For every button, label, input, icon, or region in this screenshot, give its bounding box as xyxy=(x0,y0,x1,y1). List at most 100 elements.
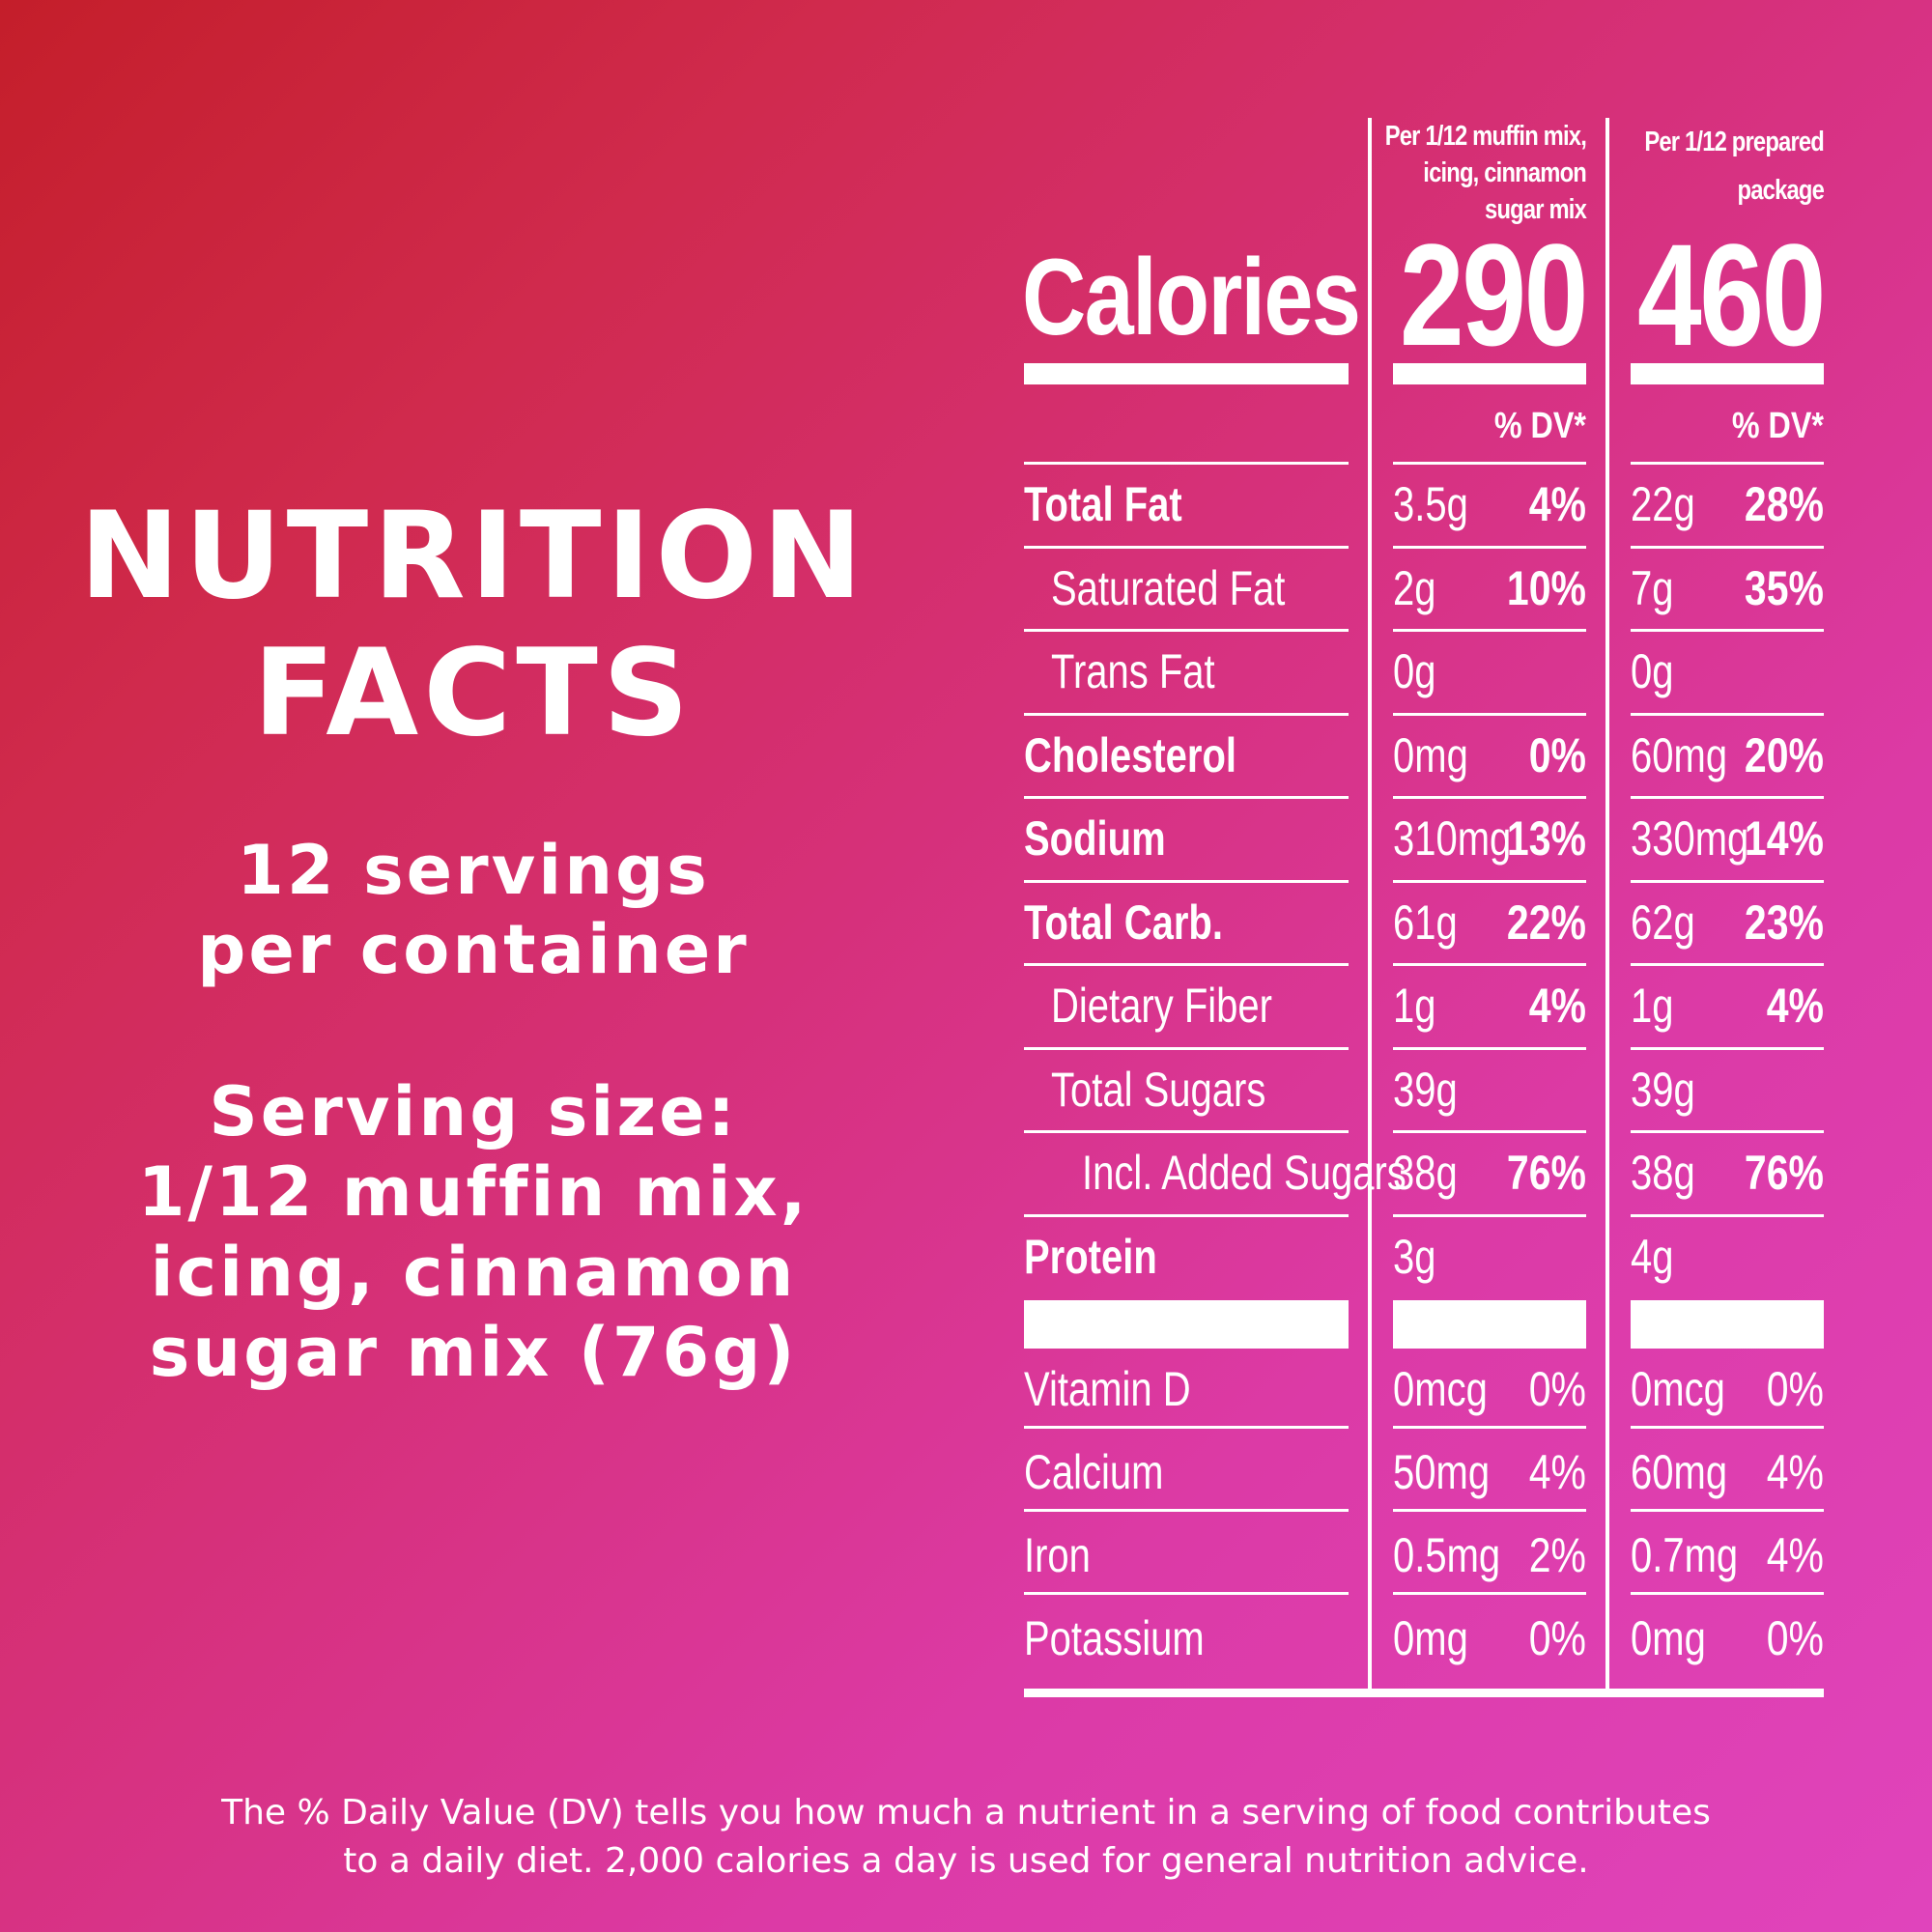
nutrient-label: Total Sugars xyxy=(1051,1062,1266,1117)
row-rule-col2 xyxy=(1631,1046,1824,1050)
row-rule-label xyxy=(1024,712,1349,716)
row-rule-col2 xyxy=(1631,629,1824,632)
nutrient-amount-col1: 2g xyxy=(1393,560,1436,615)
vitamin-rule-label xyxy=(1024,1426,1349,1429)
row-rule-label xyxy=(1024,963,1349,966)
row-rule-col1 xyxy=(1393,1213,1586,1217)
calories-rule-label xyxy=(1024,363,1349,384)
title-line-1: NUTRITION xyxy=(79,487,867,626)
nutrient-amount-col2: 0g xyxy=(1631,644,1674,698)
column-2-header: Per 1/12 prepared package xyxy=(1586,118,1824,214)
vitamin-rule-col2 xyxy=(1631,1592,1824,1595)
serving-line-2: 1/12 muffin mix, xyxy=(137,1152,810,1232)
vitamin-dv-col1: 4% xyxy=(1528,1445,1586,1499)
nutrient-amount-col1: 1g xyxy=(1393,979,1436,1033)
row-rule-col2 xyxy=(1631,879,1824,883)
vitamin-amount-col1: 0.5mg xyxy=(1393,1528,1501,1582)
row-rule-col2 xyxy=(1631,796,1824,799)
nutrient-dv-col2: 76% xyxy=(1744,1146,1824,1200)
nutrient-amount-col2: 39g xyxy=(1631,1062,1695,1117)
vitamin-dv-col1: 2% xyxy=(1528,1528,1586,1582)
vitamin-dv-col1: 0% xyxy=(1528,1362,1586,1416)
row-rule-col1 xyxy=(1393,712,1586,716)
row-rule-col1 xyxy=(1393,796,1586,799)
nutrient-amount-col1: 0mg xyxy=(1393,727,1468,782)
calories-label: Calories xyxy=(1022,237,1361,357)
nutrient-amount-col1: 3g xyxy=(1393,1229,1436,1284)
nutrient-amount-col2: 7g xyxy=(1631,560,1674,615)
nutrient-label: Protein xyxy=(1024,1229,1157,1284)
nutrient-amount-col2: 1g xyxy=(1631,979,1674,1033)
calories-rule-col2 xyxy=(1631,363,1824,384)
table-bottom-rule xyxy=(1024,1689,1824,1697)
nutrient-amount-col1: 310mg xyxy=(1393,811,1512,866)
row-rule-label xyxy=(1024,629,1349,632)
nutrient-amount-col1: 0g xyxy=(1393,644,1436,698)
row-rule-label xyxy=(1024,462,1349,465)
col1-head-line-2: icing, cinnamon xyxy=(1423,157,1587,188)
nutrient-dv-col2: 20% xyxy=(1744,727,1824,782)
servings-line-1: 12 servings xyxy=(237,831,710,910)
servings-per-container: 12 servings per container xyxy=(58,831,889,989)
nutrient-label: Saturated Fat xyxy=(1051,560,1286,615)
row-rule-col1 xyxy=(1393,629,1586,632)
col2-head-line-2: package xyxy=(1737,175,1825,206)
column-divider-2 xyxy=(1605,118,1609,1690)
separator-block-col2 xyxy=(1631,1300,1824,1349)
nutrient-dv-col1: 76% xyxy=(1506,1146,1586,1200)
row-rule-col1 xyxy=(1393,545,1586,549)
nutrient-amount-col2: 62g xyxy=(1631,895,1695,950)
row-rule-label xyxy=(1024,545,1349,549)
serving-line-4: sugar mix (76g) xyxy=(149,1313,798,1392)
nutrient-amount-col2: 38g xyxy=(1631,1146,1695,1200)
row-rule-col2 xyxy=(1631,712,1824,716)
nutrient-dv-col2: 23% xyxy=(1744,895,1824,950)
row-rule-col1 xyxy=(1393,879,1586,883)
title-line-2: FACTS xyxy=(252,624,695,763)
nutrient-label: Incl. Added Sugars xyxy=(1082,1146,1406,1200)
nutrient-dv-col1: 4% xyxy=(1528,477,1586,531)
vitamin-label: Iron xyxy=(1024,1528,1091,1582)
nutrient-dv-col1: 22% xyxy=(1506,895,1586,950)
row-rule-col1 xyxy=(1393,963,1586,966)
row-rule-label xyxy=(1024,796,1349,799)
nutrient-dv-col2: 4% xyxy=(1766,979,1824,1033)
nutrient-dv-col1: 4% xyxy=(1528,979,1586,1033)
vitamin-dv-col2: 4% xyxy=(1766,1528,1824,1582)
nutrient-amount-col2: 4g xyxy=(1631,1229,1674,1284)
nutrient-label: Total Carb. xyxy=(1024,895,1223,950)
nutrient-dv-col2: 35% xyxy=(1744,560,1824,615)
vitamin-dv-col2: 0% xyxy=(1766,1362,1824,1416)
row-rule-col2 xyxy=(1631,1130,1824,1133)
vitamin-rule-col1 xyxy=(1393,1426,1586,1429)
servings-line-2: per container xyxy=(197,910,750,989)
vitamin-label: Calcium xyxy=(1024,1445,1164,1499)
nutrient-amount-col1: 3.5g xyxy=(1393,477,1468,531)
calories-value-col1: 290 xyxy=(1399,213,1588,376)
vitamin-amount-col1: 50mg xyxy=(1393,1445,1491,1499)
col1-head-line-3: sugar mix xyxy=(1485,194,1587,225)
row-rule-col1 xyxy=(1393,1130,1586,1133)
column-1-header: Per 1/12 muffin mix, icing, cinnamon sug… xyxy=(1349,118,1587,228)
row-rule-col2 xyxy=(1631,963,1824,966)
nutrient-label: Total Fat xyxy=(1024,477,1182,531)
nutrient-label: Dietary Fiber xyxy=(1051,979,1272,1033)
nutrition-facts-title: NUTRITION FACTS xyxy=(58,488,889,762)
row-rule-col2 xyxy=(1631,462,1824,465)
nutrient-amount-col1: 39g xyxy=(1393,1062,1458,1117)
row-rule-col1 xyxy=(1393,1046,1586,1050)
vitamin-amount-col2: 0mcg xyxy=(1631,1362,1725,1416)
footnote-line-1: The % Daily Value (DV) tells you how muc… xyxy=(221,1793,1711,1833)
nutrient-amount-col1: 61g xyxy=(1393,895,1458,950)
column-divider-1 xyxy=(1368,118,1372,1690)
vitamin-rule-col1 xyxy=(1393,1509,1586,1512)
vitamin-amount-col1: 0mcg xyxy=(1393,1362,1488,1416)
nutrient-label: Trans Fat xyxy=(1051,644,1215,698)
nutrient-dv-col2: 14% xyxy=(1744,811,1824,866)
vitamin-amount-col2: 60mg xyxy=(1631,1445,1728,1499)
nutrient-label: Sodium xyxy=(1024,811,1166,866)
row-rule-label xyxy=(1024,1046,1349,1050)
calories-value-col2: 460 xyxy=(1636,213,1826,376)
nutrient-dv-col2: 28% xyxy=(1744,477,1824,531)
